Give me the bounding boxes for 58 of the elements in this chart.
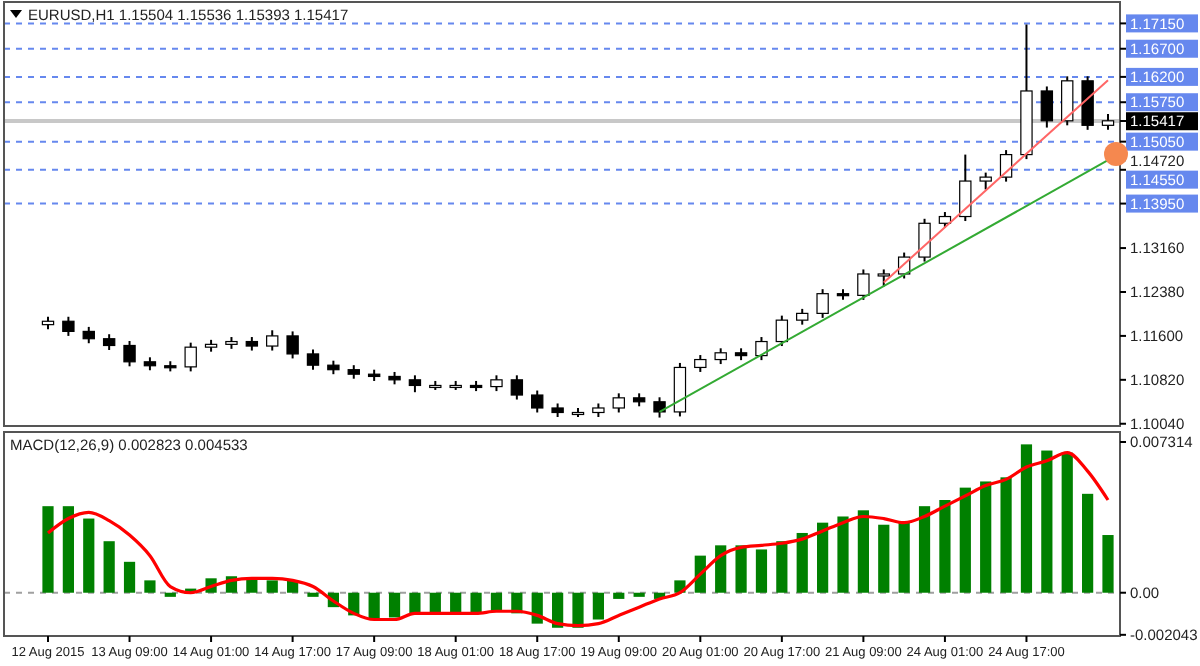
candlestick (755, 336, 768, 362)
bar (83, 518, 95, 593)
candlestick (123, 339, 136, 368)
bar (959, 487, 971, 593)
candlestick (184, 341, 197, 373)
bar (1102, 535, 1114, 593)
bar (939, 500, 951, 593)
bar (103, 541, 115, 593)
bar (42, 506, 54, 593)
candlestick (816, 288, 829, 319)
candlestick (918, 217, 931, 263)
candlestick (306, 348, 320, 371)
bar (266, 580, 278, 593)
bar (368, 592, 380, 620)
candlestick (531, 389, 544, 414)
candlestick (1040, 85, 1054, 129)
candlestick (62, 315, 75, 337)
bar (409, 592, 421, 614)
bar (857, 510, 869, 593)
bar (796, 532, 808, 593)
bar (837, 516, 849, 593)
bar (592, 592, 604, 620)
bar (613, 592, 625, 599)
bar (1041, 450, 1053, 593)
line-series (46, 451, 1110, 628)
candlestick (1081, 75, 1094, 131)
bar (1061, 452, 1073, 593)
candlestick (959, 153, 972, 223)
candlestick (286, 330, 299, 360)
bar (817, 522, 829, 593)
bar (123, 561, 136, 593)
bar (918, 506, 931, 593)
candlestick (673, 361, 687, 418)
bar (878, 524, 890, 593)
candlestick (775, 314, 789, 348)
bar (776, 541, 788, 593)
bar (1020, 444, 1033, 593)
candlestick (612, 392, 625, 414)
candlestick (857, 268, 870, 301)
bar (735, 545, 747, 593)
bar (1000, 477, 1012, 593)
bar (62, 506, 74, 593)
bar (144, 580, 156, 593)
bar (429, 592, 441, 614)
candlestick (510, 374, 524, 401)
bar (898, 522, 910, 593)
bar (755, 549, 768, 593)
candlestick (1061, 75, 1074, 127)
bar (388, 592, 401, 618)
candlestick (653, 396, 666, 419)
bar (980, 481, 992, 593)
bar (470, 592, 482, 614)
bar (490, 592, 503, 612)
bar (572, 592, 584, 628)
bar (1082, 493, 1094, 593)
bar (715, 545, 727, 593)
bar (450, 592, 462, 614)
candlestick (266, 329, 279, 352)
